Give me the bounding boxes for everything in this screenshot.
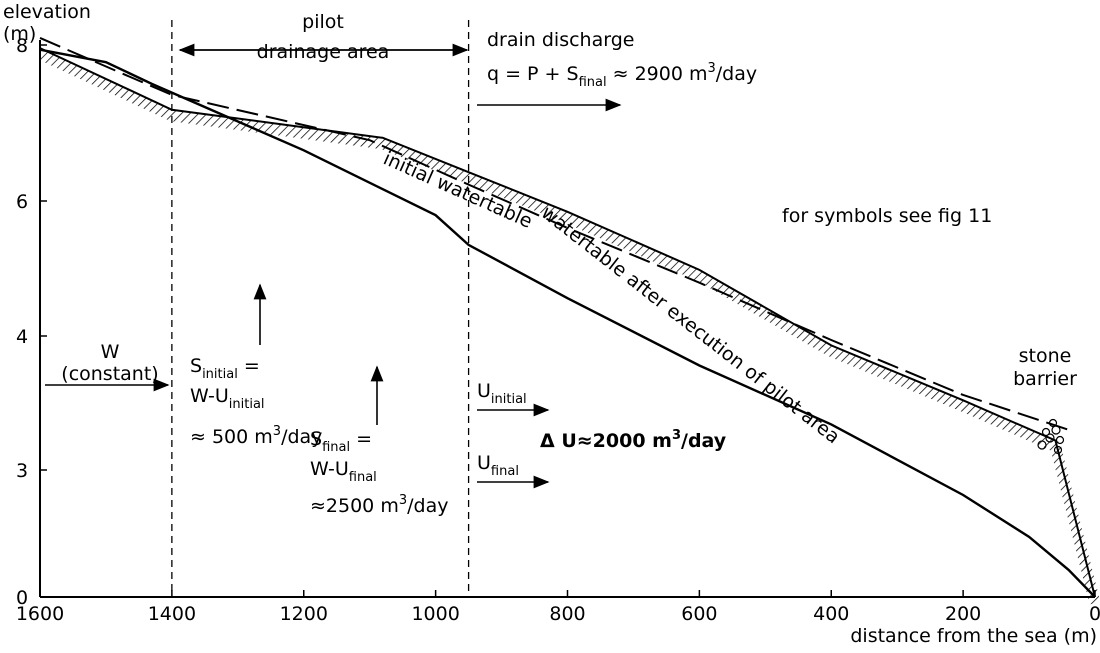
annotation-part: stone <box>1019 345 1072 367</box>
annotation: Uinitial <box>477 380 527 407</box>
annotation-part: final <box>491 464 519 479</box>
annotation: Δ U≈2000 m3/day <box>540 428 727 452</box>
annotation-part: pilot <box>302 11 344 33</box>
x-tick-label: 0 <box>1089 603 1100 625</box>
annotation: ≈2500 m3/day <box>310 493 448 517</box>
annotation-part: ≈ 500 m <box>190 426 273 448</box>
arrows <box>45 43 622 489</box>
y-tick-label: 8 <box>16 35 28 57</box>
x-tick-label: 1400 <box>148 603 196 625</box>
annotation-part: S <box>190 355 202 377</box>
ground-hatch <box>37 49 1100 605</box>
annotation: (constant) <box>61 363 158 385</box>
annotation-part: initial <box>491 392 527 407</box>
annotation: ≈ 500 m3/day <box>190 424 322 448</box>
annotation: Ufinal <box>477 452 519 479</box>
y-tick-label: 3 <box>16 460 28 482</box>
annotation: Sinitial = <box>190 355 260 382</box>
annotation-part: drainage area <box>257 41 390 63</box>
annotation-part: /day <box>407 495 448 517</box>
annotation: W <box>101 341 120 363</box>
annotation-part: /day <box>681 430 727 452</box>
solid-line <box>39 48 1096 598</box>
annotation-part: ≈2500 m <box>310 495 399 517</box>
x-tick-label: 600 <box>681 603 717 625</box>
y-tick-label: 6 <box>16 191 28 213</box>
annotation-part: final <box>322 440 350 455</box>
annotation-part: final <box>349 470 377 485</box>
annotation-part: 3 <box>708 61 716 76</box>
x-tick-label: 1600 <box>16 603 64 625</box>
annotation-part: /day <box>281 426 322 448</box>
annotation-part: q = P + S <box>487 63 579 85</box>
annotation-part: initial <box>202 367 238 382</box>
y-axis-label: elevation <box>3 1 91 23</box>
annotation-part: initial <box>229 397 265 412</box>
y-tick-label: 0 <box>16 587 28 609</box>
hatched-line <box>39 47 1096 598</box>
annotation-part: 3 <box>672 428 681 443</box>
annotation-part: W-U <box>190 385 229 407</box>
annotation-part: S <box>310 428 322 450</box>
annotation: stone <box>1019 345 1072 367</box>
annotation-part: /day <box>716 63 757 85</box>
annotation: drain discharge <box>487 29 634 51</box>
annotation: Sfinal = <box>310 428 372 455</box>
annotation-part: 3 <box>399 493 407 508</box>
x-tick-label: 800 <box>549 603 585 625</box>
annotation: pilot <box>302 11 344 33</box>
x-tick-label: 1200 <box>280 603 328 625</box>
annotation: W-Uinitial <box>190 385 265 412</box>
x-axis-label: distance from the sea (m) <box>850 625 1097 647</box>
annotation-part: W <box>101 341 120 363</box>
annotation: W-Ufinal <box>310 458 377 485</box>
y-tick-label: 4 <box>16 326 28 348</box>
annotation-part: U <box>477 452 491 474</box>
annotation: drainage area <box>257 41 390 63</box>
dashed-line <box>39 37 1069 431</box>
annotation-part: W-U <box>310 458 349 480</box>
annotation-part: final <box>579 75 607 90</box>
annotation-part: for symbols see fig 11 <box>782 205 992 227</box>
annotation-part: drain discharge <box>487 29 634 51</box>
y-axis-label: (m) <box>3 23 36 45</box>
annotation: q = P + Sfinal ≈ 2900 m3/day <box>487 61 757 90</box>
annotation-part: (constant) <box>61 363 158 385</box>
annotation-part: ≈ 2900 m <box>607 63 708 85</box>
x-tick-label: 400 <box>813 603 849 625</box>
annotation: barrier <box>1013 368 1077 390</box>
annotation-part: U <box>477 380 491 402</box>
x-tick-label: 200 <box>945 603 981 625</box>
annotation-part: Δ U≈2000 m <box>540 430 672 452</box>
annotation-part: barrier <box>1013 368 1077 390</box>
annotation: for symbols see fig 11 <box>782 205 992 227</box>
x-tick-label: 1000 <box>411 603 459 625</box>
annotation-part: 3 <box>273 424 281 439</box>
annotation-part: = <box>238 355 260 377</box>
annotation-part: = <box>350 428 372 450</box>
